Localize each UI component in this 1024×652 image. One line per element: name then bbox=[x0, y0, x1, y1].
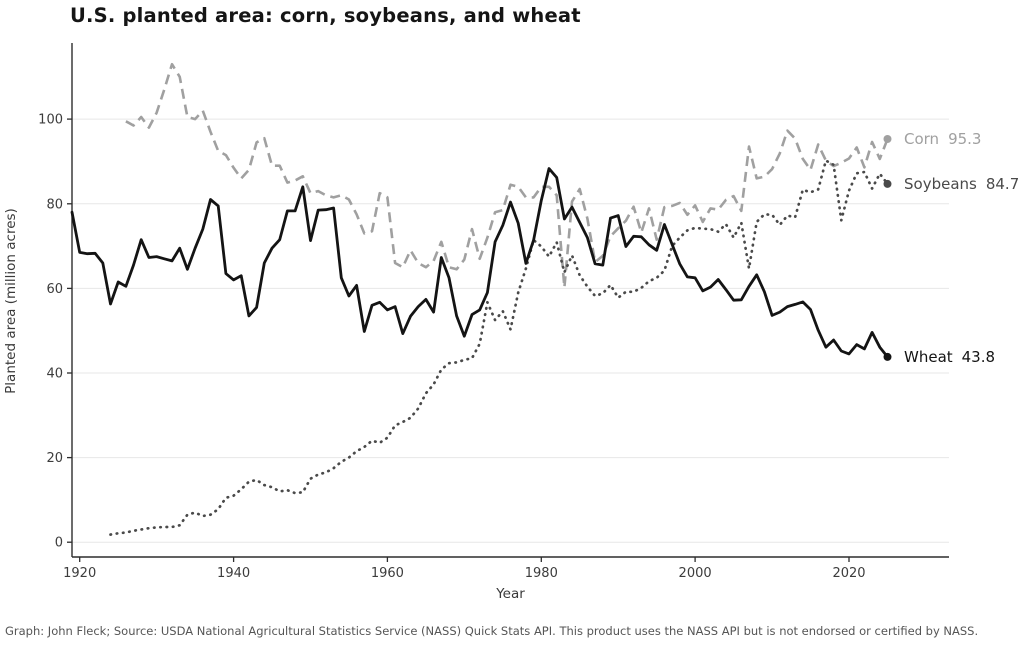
corn-series-name: Corn bbox=[904, 130, 940, 148]
wheat-end-dot bbox=[883, 352, 892, 361]
x-tick-label: 2020 bbox=[832, 566, 865, 581]
x-tick-label: 1920 bbox=[63, 566, 96, 581]
x-tick-label: 1940 bbox=[217, 566, 250, 581]
soybeans-end-dot bbox=[883, 179, 892, 188]
x-tick-label: 1980 bbox=[525, 566, 558, 581]
x-tick-label: 2000 bbox=[679, 566, 712, 581]
corn-end-value: 95.3 bbox=[948, 130, 982, 148]
y-tick-label: 60 bbox=[46, 282, 63, 297]
wheat-line bbox=[70, 167, 889, 359]
corn-end-label: Corn 95.3 bbox=[904, 130, 981, 148]
attribution-text: Graph: John Fleck; Source: USDA National… bbox=[5, 624, 979, 638]
y-tick-label: 100 bbox=[38, 113, 63, 128]
soybeans-end-label: Soybeans 84.7 bbox=[904, 175, 1019, 193]
soybeans-end-value: 84.7 bbox=[985, 175, 1020, 193]
y-tick-label: 40 bbox=[46, 367, 63, 382]
x-axis-label: Year bbox=[496, 586, 525, 602]
y-axis-label: Planted area (million acres) bbox=[3, 208, 19, 394]
x-tick-label: 1960 bbox=[371, 566, 404, 581]
wheat-end-value: 43.8 bbox=[961, 348, 996, 366]
soybeans-line bbox=[109, 159, 889, 536]
soybeans-series-name: Soybeans bbox=[904, 175, 977, 193]
y-tick-label: 0 bbox=[55, 536, 63, 551]
y-tick-label: 20 bbox=[46, 451, 63, 466]
corn-end-dot bbox=[883, 135, 892, 143]
corn-line bbox=[125, 62, 889, 289]
chart-title: U.S. planted area: corn, soybeans, and w… bbox=[70, 4, 581, 27]
wheat-end-label: Wheat 43.8 bbox=[904, 348, 995, 366]
y-tick-label: 80 bbox=[46, 197, 63, 212]
wheat-series-name: Wheat bbox=[904, 348, 953, 366]
